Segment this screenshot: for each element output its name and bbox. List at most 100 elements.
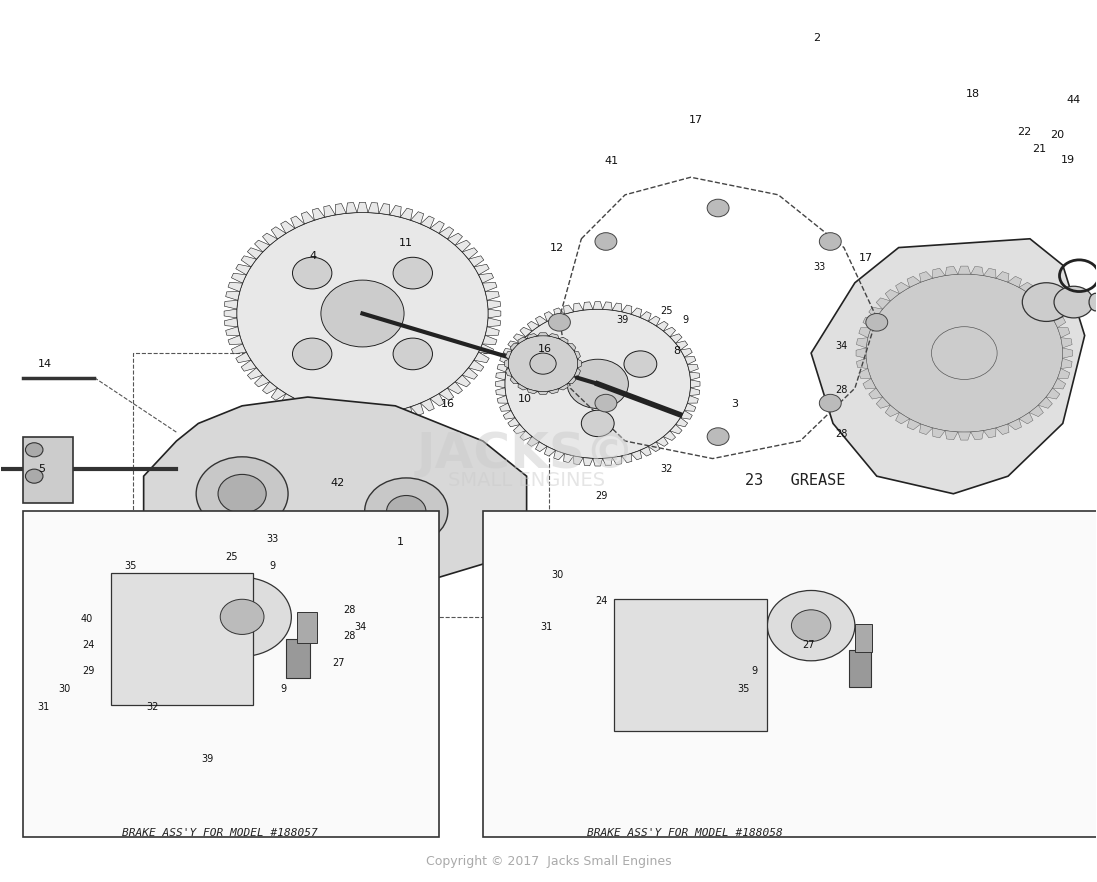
Polygon shape xyxy=(248,368,262,379)
Polygon shape xyxy=(895,282,909,294)
Polygon shape xyxy=(485,292,499,300)
Text: 28: 28 xyxy=(836,429,848,439)
Polygon shape xyxy=(488,309,501,318)
Polygon shape xyxy=(631,451,642,460)
Polygon shape xyxy=(499,403,511,411)
Polygon shape xyxy=(262,382,278,394)
Polygon shape xyxy=(958,432,971,440)
Circle shape xyxy=(364,478,448,545)
Polygon shape xyxy=(420,399,434,411)
Polygon shape xyxy=(932,428,946,437)
Polygon shape xyxy=(592,459,602,466)
Text: 39: 39 xyxy=(617,315,629,325)
Polygon shape xyxy=(640,446,652,456)
Polygon shape xyxy=(346,203,357,213)
Polygon shape xyxy=(622,453,632,463)
Polygon shape xyxy=(336,412,346,423)
Circle shape xyxy=(25,443,43,457)
Polygon shape xyxy=(1053,378,1065,389)
Polygon shape xyxy=(1039,298,1052,309)
Text: 32: 32 xyxy=(146,701,159,712)
Circle shape xyxy=(595,394,617,412)
Polygon shape xyxy=(680,411,692,419)
Circle shape xyxy=(196,457,289,531)
Circle shape xyxy=(393,258,432,289)
Polygon shape xyxy=(448,382,463,394)
Polygon shape xyxy=(1039,397,1052,408)
Polygon shape xyxy=(462,368,477,379)
Text: 5: 5 xyxy=(38,464,45,475)
Polygon shape xyxy=(506,351,512,359)
Polygon shape xyxy=(648,442,660,452)
Polygon shape xyxy=(324,410,336,422)
Polygon shape xyxy=(497,364,508,372)
Polygon shape xyxy=(554,308,565,318)
Bar xyxy=(849,650,871,687)
Circle shape xyxy=(567,359,629,408)
Polygon shape xyxy=(907,419,920,430)
Polygon shape xyxy=(400,208,412,220)
Text: 25: 25 xyxy=(225,552,237,562)
Polygon shape xyxy=(574,456,584,465)
Polygon shape xyxy=(225,300,238,309)
Polygon shape xyxy=(568,377,576,384)
Polygon shape xyxy=(271,227,286,239)
Text: 31: 31 xyxy=(37,701,49,712)
Polygon shape xyxy=(877,298,891,309)
FancyBboxPatch shape xyxy=(23,512,439,837)
Polygon shape xyxy=(241,256,257,267)
Polygon shape xyxy=(439,388,454,400)
Polygon shape xyxy=(439,227,454,239)
Polygon shape xyxy=(462,248,477,259)
Polygon shape xyxy=(389,206,402,217)
Text: 25: 25 xyxy=(660,306,672,316)
Polygon shape xyxy=(1058,369,1070,378)
Polygon shape xyxy=(420,216,434,228)
Polygon shape xyxy=(691,380,700,388)
Text: 23   GREASE: 23 GREASE xyxy=(746,473,846,488)
Polygon shape xyxy=(996,272,1009,282)
Polygon shape xyxy=(971,430,984,440)
Text: 12: 12 xyxy=(551,243,564,252)
Bar xyxy=(855,624,872,652)
Polygon shape xyxy=(919,424,932,435)
Polygon shape xyxy=(231,344,246,354)
Bar xyxy=(286,639,310,678)
Text: 34: 34 xyxy=(354,623,366,632)
Polygon shape xyxy=(863,318,877,327)
Polygon shape xyxy=(1058,327,1070,338)
Polygon shape xyxy=(907,276,920,288)
Circle shape xyxy=(505,309,691,459)
Polygon shape xyxy=(877,397,891,408)
Circle shape xyxy=(237,213,488,415)
Polygon shape xyxy=(255,375,270,387)
Polygon shape xyxy=(971,266,984,275)
Polygon shape xyxy=(496,372,506,380)
Polygon shape xyxy=(504,411,514,419)
Polygon shape xyxy=(564,453,574,463)
Circle shape xyxy=(386,496,426,527)
Circle shape xyxy=(293,258,332,289)
Polygon shape xyxy=(225,318,238,326)
Polygon shape xyxy=(670,424,682,434)
Text: 9: 9 xyxy=(281,684,286,694)
Polygon shape xyxy=(1019,282,1033,294)
Text: 24: 24 xyxy=(595,596,608,606)
Text: 29: 29 xyxy=(82,667,95,676)
Circle shape xyxy=(321,280,404,347)
Circle shape xyxy=(708,428,730,445)
Polygon shape xyxy=(656,437,668,446)
Polygon shape xyxy=(602,458,612,466)
Circle shape xyxy=(220,599,264,634)
Bar xyxy=(614,599,767,731)
Polygon shape xyxy=(367,203,378,213)
Text: 16: 16 xyxy=(441,399,455,409)
Polygon shape xyxy=(1029,405,1043,416)
Text: 17: 17 xyxy=(859,253,873,263)
Polygon shape xyxy=(574,351,580,359)
Polygon shape xyxy=(518,384,528,390)
Polygon shape xyxy=(885,405,900,416)
Polygon shape xyxy=(357,415,367,425)
Polygon shape xyxy=(559,384,568,390)
Text: 28: 28 xyxy=(343,632,355,641)
